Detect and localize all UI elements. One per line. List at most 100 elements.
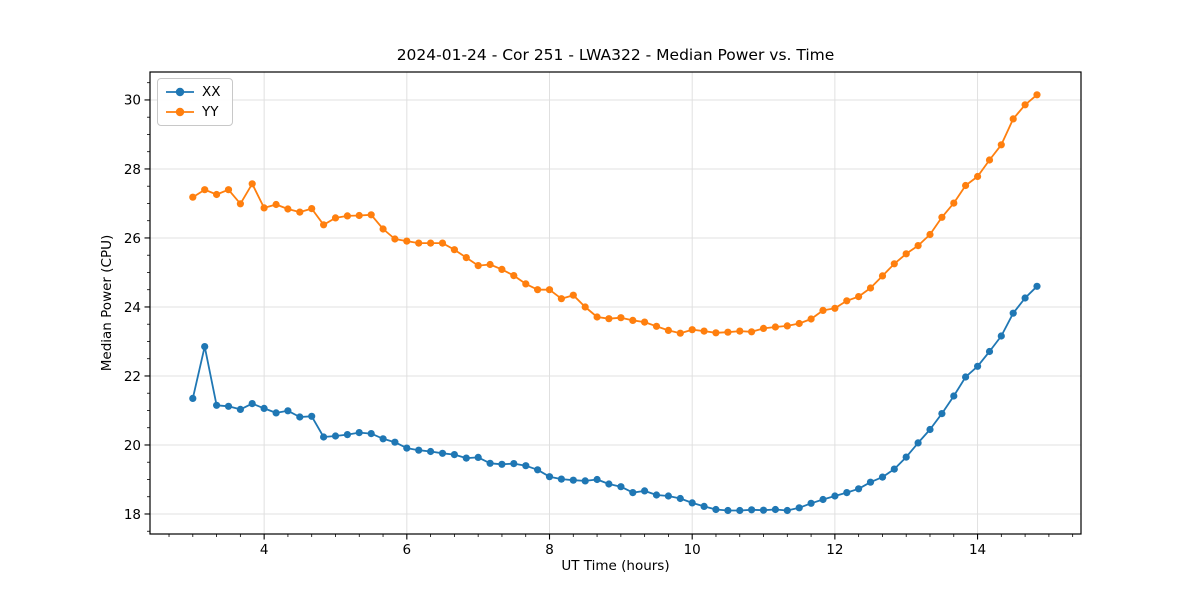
series-xx-marker: [201, 343, 209, 351]
y-axis-label: Median Power (CPU): [99, 234, 115, 372]
x-tick-label: 12: [826, 542, 843, 558]
series-xx-marker: [260, 404, 268, 412]
legend-label-xx: XX: [202, 84, 221, 100]
series-xx-marker: [866, 478, 875, 486]
legend-line-marker-yy: [166, 107, 194, 117]
series-yy: [189, 91, 1041, 337]
series-yy-marker: [664, 326, 673, 334]
series-xx-marker: [795, 504, 803, 512]
y-tick-label: 22: [124, 369, 141, 385]
series-yy-marker: [759, 324, 768, 332]
series-yy-marker: [391, 235, 399, 243]
series-yy-marker: [260, 204, 268, 212]
legend: XX YY: [157, 78, 233, 126]
series-yy-marker: [676, 329, 684, 337]
series-yy-marker: [652, 322, 661, 330]
series-yy-marker: [795, 319, 803, 328]
series-xx-marker: [557, 475, 566, 483]
series-xx-marker: [569, 476, 577, 484]
series-yy-marker: [201, 186, 209, 194]
series-yy-marker: [593, 313, 601, 321]
series-yy-marker: [783, 322, 791, 330]
series-yy-marker: [486, 260, 494, 269]
series-yy-marker: [236, 200, 244, 208]
series-xx-marker: [545, 473, 554, 481]
y-tick-label: 30: [124, 93, 141, 109]
series-yy-marker: [213, 190, 221, 199]
series-xx-marker: [938, 410, 946, 418]
series-xx-marker: [189, 394, 197, 402]
x-tick-label: 8: [545, 542, 554, 558]
series-yy-marker: [985, 156, 994, 164]
series-xx-marker: [962, 373, 970, 381]
series-yy-marker: [331, 214, 340, 222]
y-tick-label: 20: [124, 438, 141, 454]
series-xx-marker: [522, 462, 530, 470]
series-xx-marker: [415, 446, 423, 454]
series-xx-marker: [676, 494, 684, 503]
series-yy-marker: [748, 328, 756, 336]
series-xx-marker: [379, 435, 387, 443]
series-xx-marker: [391, 438, 399, 446]
x-tick-label: 14: [969, 542, 986, 558]
series-xx: [189, 282, 1041, 515]
series-yy-marker: [902, 250, 910, 258]
series-xx-marker: [331, 432, 340, 440]
series-xx-marker: [783, 506, 791, 515]
series-xx-marker: [700, 502, 708, 510]
series-yy-marker: [569, 291, 577, 299]
series-xx-marker: [462, 454, 470, 462]
series-yy-marker: [807, 315, 815, 323]
series-xx-marker: [641, 487, 649, 495]
series-xx-marker: [427, 447, 435, 456]
series-yy-marker: [629, 316, 637, 324]
series-xx-marker: [343, 431, 351, 439]
series-yy-marker: [450, 246, 458, 254]
axis-ticks: [144, 82, 1074, 540]
series-yy-marker: [403, 237, 411, 245]
series-xx-marker: [534, 466, 542, 474]
gridlines: [150, 72, 1081, 534]
series-xx-marker: [236, 405, 244, 413]
series-xx-marker: [974, 362, 982, 370]
series-xx-marker: [914, 439, 922, 447]
y-tick-label: 28: [124, 162, 141, 178]
legend-item-xx: XX: [165, 83, 221, 101]
series-xx-marker: [759, 506, 768, 514]
series-yy-marker: [962, 181, 970, 190]
series-yy-marker: [534, 286, 542, 294]
series-xx-marker: [272, 409, 280, 417]
series-xx-marker: [1021, 294, 1029, 302]
series-yy-marker: [1021, 101, 1029, 109]
series-xx-marker: [712, 505, 720, 514]
series-xx-marker: [926, 425, 934, 434]
series-xx-marker: [902, 453, 910, 461]
series-yy-marker: [974, 172, 982, 181]
series-yy-marker: [272, 200, 280, 209]
series-xx-marker: [664, 492, 673, 500]
series-yy-marker: [700, 327, 708, 335]
series-yy-marker: [641, 318, 649, 326]
series-yy-marker: [712, 329, 720, 337]
series-yy-marker: [557, 295, 566, 303]
series-yy-marker: [545, 286, 554, 294]
series-xx-marker: [450, 451, 458, 459]
series-xx-marker: [581, 477, 589, 485]
chart-title: 2024-01-24 - Cor 251 - LWA322 - Median P…: [396, 46, 835, 64]
series-yy-marker: [1033, 91, 1041, 99]
series-yy-marker: [950, 199, 958, 207]
series-yy-marker: [819, 306, 827, 314]
series-yy-marker: [284, 205, 292, 213]
series-xx-marker: [890, 465, 898, 473]
series-yy-marker: [189, 193, 197, 201]
series-yy-marker: [367, 211, 375, 219]
series-xx-marker: [1009, 309, 1017, 317]
series-xx-marker: [438, 449, 447, 457]
series-yy-marker: [724, 328, 732, 336]
tick-labels: 4 6 8 10 12 14 18 20 22 24 26 28 30: [124, 93, 986, 558]
series-yy-marker: [498, 265, 506, 273]
plot-spines: [149, 71, 1082, 535]
series-xx-marker: [688, 499, 696, 507]
